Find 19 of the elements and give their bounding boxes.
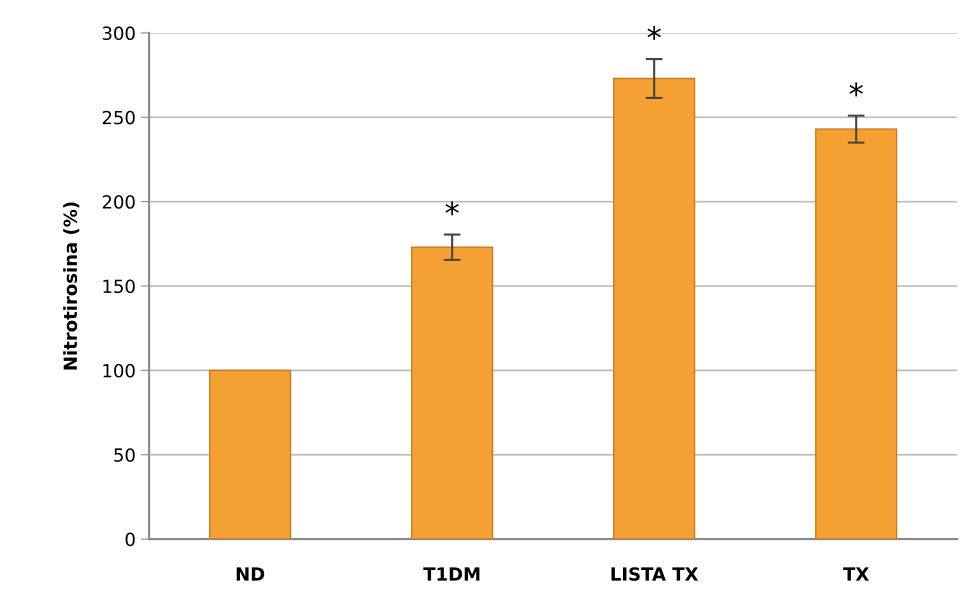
- y-axis-title: Nitrotirosina (%): [63, 202, 80, 370]
- bar: [411, 246, 494, 540]
- y-tick-label: 200: [102, 195, 135, 209]
- bar: [613, 78, 696, 540]
- y-tick-label: 150: [103, 279, 135, 294]
- y-tick-label: 250: [102, 110, 135, 124]
- x-tick-label: LISTA TX: [612, 567, 698, 581]
- y-tick-label: 300: [102, 26, 135, 40]
- x-tick-label: TX: [843, 567, 869, 581]
- x-tick-label: ND: [236, 567, 264, 581]
- y-tick-label: 0: [126, 532, 135, 546]
- annotation: *: [445, 201, 459, 216]
- annotation: *: [647, 26, 661, 40]
- bar: [209, 370, 292, 540]
- bar: [815, 128, 898, 540]
- annotation: *: [849, 82, 863, 96]
- x-tick-label: T1DM: [423, 567, 480, 581]
- y-tick-label: 50: [114, 448, 135, 462]
- y-tick-label: 100: [103, 364, 135, 378]
